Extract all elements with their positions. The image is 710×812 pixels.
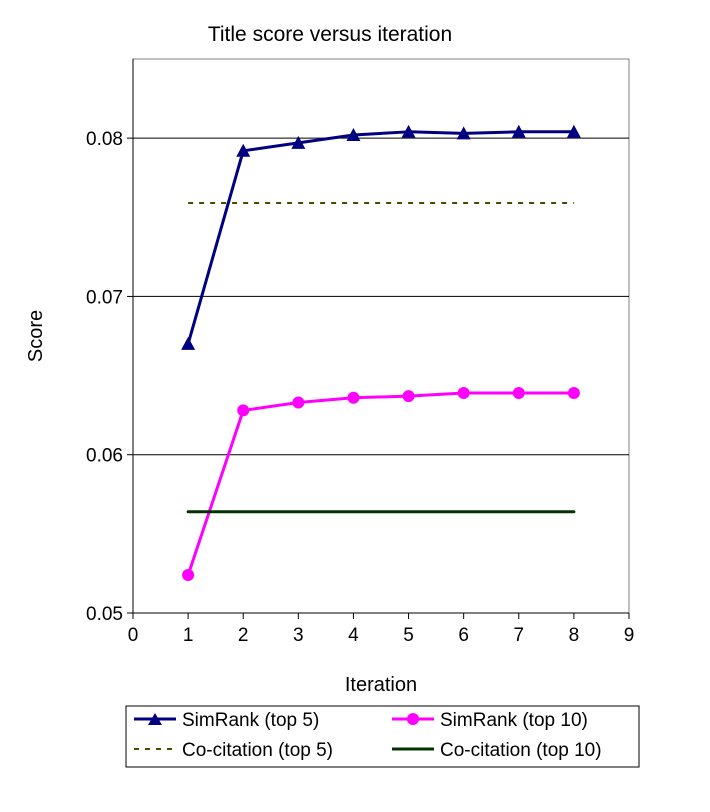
series-point-simrank-top-10 xyxy=(567,386,580,399)
chart-title: Title score versus iteration xyxy=(208,23,452,46)
series-point-simrank-top-5 xyxy=(456,126,471,140)
legend-simrank-top5-swatch-marker xyxy=(148,713,162,725)
x-tick-label: 5 xyxy=(403,625,414,646)
series-point-simrank-top-5 xyxy=(346,127,361,141)
legend-cocitation-top10-label: Co-citation (top 10) xyxy=(440,740,602,761)
x-tick-label: 3 xyxy=(293,625,304,646)
legend: SimRank (top 5) SimRank (top 10) Co-cita… xyxy=(125,705,640,768)
markers-layer xyxy=(181,124,581,582)
series-point-simrank-top-10 xyxy=(182,569,195,582)
series-point-simrank-top-5 xyxy=(181,336,196,350)
y-tick-label: 0.07 xyxy=(86,287,123,308)
series-point-simrank-top-10 xyxy=(292,396,305,409)
y-axis-label: Score xyxy=(25,310,47,362)
x-axis-label: Iteration xyxy=(345,674,417,696)
series-layer xyxy=(186,130,576,577)
x-tick-label: 0 xyxy=(128,625,139,646)
series-line-simrank-top-5 xyxy=(186,130,576,346)
legend-simrank-top10-label: SimRank (top 10) xyxy=(440,710,588,731)
x-tick-label: 6 xyxy=(458,625,469,646)
legend-box xyxy=(125,705,640,768)
legend-simrank-top5-label: SimRank (top 5) xyxy=(182,710,319,731)
x-tick-label: 8 xyxy=(569,625,580,646)
series-point-simrank-top-10 xyxy=(347,391,360,404)
grid-layer xyxy=(133,137,629,456)
x-tick-label: 2 xyxy=(238,625,249,646)
series-point-simrank-top-10 xyxy=(237,404,250,417)
y-tick-label: 0.05 xyxy=(86,604,123,625)
series-point-simrank-top-5 xyxy=(401,124,416,138)
series-point-simrank-top-10 xyxy=(512,386,525,399)
series-point-simrank-top-5 xyxy=(566,124,581,138)
y-tick-label: 0.08 xyxy=(86,129,123,150)
tick-labels-layer: 0 1 2 3 4 5 6 7 8 9 0.05 0.06 0.07 0.08 xyxy=(86,129,634,646)
x-tick-label: 4 xyxy=(348,625,359,646)
axes-layer xyxy=(127,59,630,619)
series-point-simrank-top-5 xyxy=(236,143,251,157)
x-tick-label: 9 xyxy=(624,625,635,646)
legend-simrank-top10-swatch-marker xyxy=(407,713,419,725)
series-point-simrank-top-10 xyxy=(402,390,415,403)
y-tick-label: 0.06 xyxy=(86,446,123,467)
x-tick-label: 1 xyxy=(183,625,194,646)
series-point-simrank-top-5 xyxy=(511,124,526,138)
series-point-simrank-top-10 xyxy=(457,386,470,399)
legend-cocitation-top5-label: Co-citation (top 5) xyxy=(182,740,333,761)
plot-area-border xyxy=(132,58,630,614)
series-point-simrank-top-5 xyxy=(291,135,306,149)
x-tick-label: 7 xyxy=(513,625,524,646)
series-line-simrank-top-10 xyxy=(186,391,576,577)
